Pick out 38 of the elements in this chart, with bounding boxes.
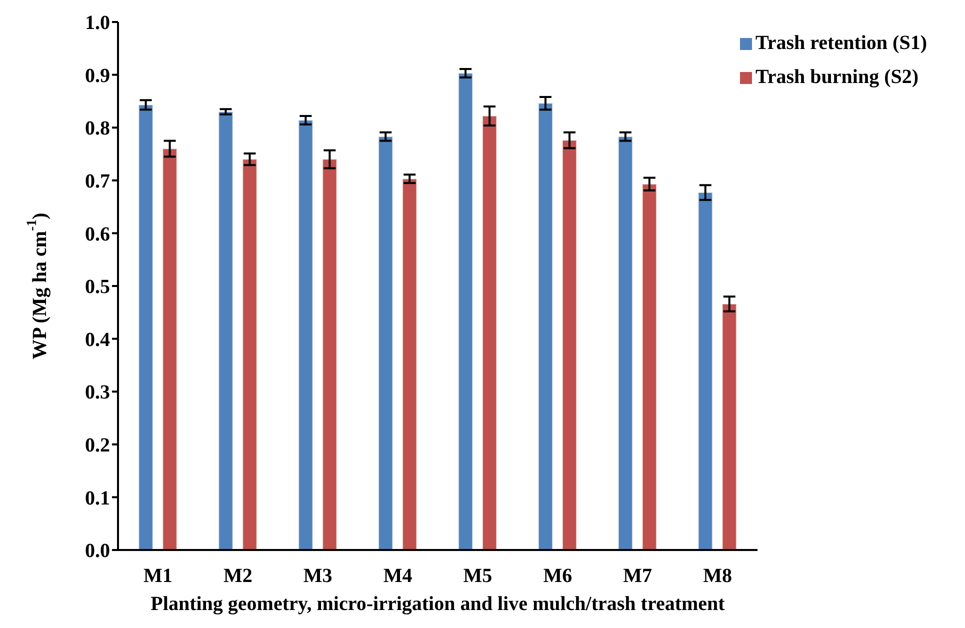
bar [378, 136, 394, 550]
bar [458, 72, 474, 550]
y-tick-label: 0.7 [85, 170, 110, 192]
bar [722, 303, 737, 550]
y-tick-label: 0.3 [85, 382, 110, 404]
bar [698, 192, 713, 550]
bar [482, 115, 498, 550]
bar [242, 158, 258, 550]
bar [402, 178, 418, 550]
bar [218, 111, 234, 550]
y-tick-label: 0.9 [85, 64, 110, 87]
x-tick-label: M5 [463, 565, 492, 588]
y-tick-label: 0.5 [85, 276, 110, 298]
y-tick-label: 0.6 [85, 223, 110, 246]
x-tick-label: M3 [303, 565, 332, 588]
x-tick-label: M1 [144, 565, 172, 588]
bar [538, 102, 553, 550]
bar [138, 104, 154, 550]
legend-label: Trash retention (S1) [756, 32, 927, 54]
x-axis-title: Planting geometry, micro-irrigation and live mulch/trash treatment [150, 593, 726, 615]
y-tick-label: 0.4 [85, 328, 110, 351]
legend-label: Trash burning (S2) [756, 66, 919, 88]
x-tick-label: M8 [703, 565, 732, 588]
y-tick-label: 0.1 [85, 487, 110, 510]
bar [642, 184, 657, 550]
y-tick-label: 1.0 [85, 12, 110, 34]
x-tick-label: M2 [223, 565, 252, 588]
x-tick-label: M6 [543, 565, 572, 588]
bar [298, 120, 314, 550]
y-tick-label: 0.0 [85, 540, 110, 562]
x-tick-label: M4 [383, 565, 412, 588]
bar [562, 140, 577, 550]
y-tick-label: 0.8 [85, 118, 110, 140]
y-tick-label: 0.2 [85, 434, 110, 456]
bar [618, 136, 633, 550]
x-tick-label: M7 [623, 565, 652, 588]
bar [162, 148, 178, 550]
bar [322, 158, 338, 550]
